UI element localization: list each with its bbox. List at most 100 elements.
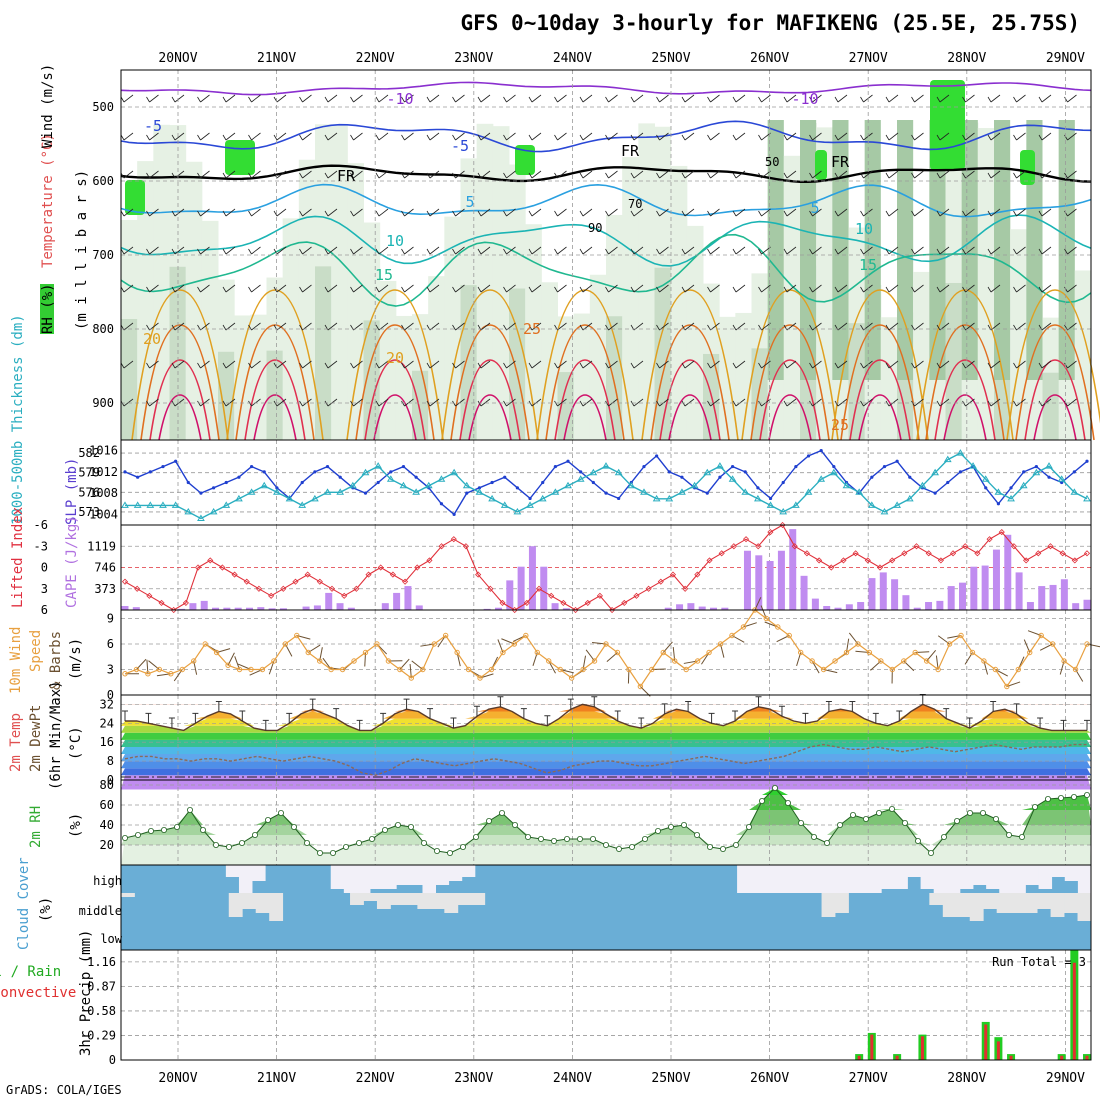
upper-wind-barb: [197, 398, 210, 407]
cape-li-panel: -6 -3 0 3 6 1119 746 373 Lifted Index CAPE (J/k…: [10, 507, 1092, 617]
upper-wind-barb: [324, 94, 338, 103]
rh2m-point: [1045, 796, 1052, 803]
wind10m-speed-point: [1038, 632, 1044, 639]
slp-point: [389, 470, 393, 474]
upper-wind-barb: [503, 360, 516, 369]
lifted-index-point: [998, 529, 1005, 536]
cloud-gap-high: [868, 865, 882, 893]
upper-wind-barb: [630, 170, 644, 179]
upper-wind-barb: [197, 246, 210, 255]
thickness-point: [766, 501, 775, 508]
upper-wind-barb: [299, 132, 312, 141]
precip-conv-bar: [984, 1024, 988, 1060]
thickness-point: [703, 468, 712, 476]
cape-bar: [970, 566, 978, 610]
temp2m-errorbar: [943, 708, 950, 719]
precip-label-2: Convective: [0, 985, 76, 1001]
upper-wind-barb: [477, 132, 491, 141]
thickness-point: [551, 488, 560, 495]
cape-bar: [528, 546, 536, 610]
wind10m-label-4: (m/s): [68, 638, 84, 680]
run-total-label: Run Total = 3: [992, 955, 1086, 969]
cloud-gap-high: [252, 865, 266, 881]
upper-wind-barb: [681, 284, 695, 293]
temp2m-errorbar: [427, 708, 434, 719]
upper-wind-barb: [248, 132, 261, 141]
upper-wind-barb: [222, 208, 236, 217]
lifted-index-point: [377, 564, 384, 571]
wind-tick-3: 3: [107, 663, 114, 677]
temp2m-band: [121, 718, 1091, 726]
cape-bar: [913, 607, 921, 610]
upper-wind-barb: [350, 170, 363, 179]
rh2m-point: [368, 836, 375, 843]
upper-wind-barb: [324, 208, 338, 217]
rh2m-point: [485, 818, 492, 825]
cloud-label-2: (%): [38, 897, 54, 922]
thickness-point: [564, 481, 572, 489]
thickness-point: [285, 494, 294, 502]
thickness-point: [602, 462, 610, 469]
upper-wind-barb: [1038, 284, 1052, 293]
thickness-point: [716, 462, 724, 469]
upper-wind-barb: [477, 360, 491, 369]
slp-point: [680, 475, 684, 479]
slp-point: [249, 464, 254, 469]
wind10m-speed-point: [763, 615, 770, 622]
slp-point: [275, 486, 279, 490]
wind10m-speed-point: [706, 649, 712, 656]
upper-wind-barb: [503, 284, 516, 293]
upper-wind-barb: [885, 360, 899, 369]
upper-wind-barb: [656, 170, 669, 179]
rh-shade-band: [638, 123, 655, 441]
upper-wind-barb: [987, 94, 1001, 103]
thickness-point: [817, 475, 826, 482]
cape-bar: [381, 603, 389, 610]
wind10m-speed-point: [454, 649, 460, 656]
rh-shade-band: [832, 120, 849, 380]
upper-wind-barb: [171, 398, 185, 407]
upper-wind-barb: [248, 398, 261, 407]
cloud-gap-middle: [255, 893, 270, 913]
temp2m-errorbar: [403, 698, 410, 710]
rh2m-point: [642, 836, 649, 843]
bottom-date-28NOV: 28NOV: [947, 1071, 986, 1086]
upper-wind-barb: [732, 132, 746, 141]
wind10m-speed-point: [832, 658, 838, 664]
upper-wind-barb: [885, 284, 899, 293]
cape-bar: [755, 555, 763, 610]
upper-wind-barb: [452, 170, 465, 179]
upper-wind-barb: [426, 170, 440, 179]
cape-bar: [1083, 599, 1091, 610]
upper-wind-barb: [401, 170, 414, 179]
temp2m-errorbar: [990, 701, 997, 712]
upper-wind-barb: [732, 94, 746, 103]
rh2m-point: [850, 812, 857, 819]
contour-dome: [768, 394, 812, 441]
rh2m-point: [160, 827, 167, 834]
wind10m-speed-point: [282, 641, 289, 647]
lifted-index-point: [268, 592, 275, 599]
lifted-index-point: [158, 599, 165, 606]
wind10m-speed-point: [557, 666, 563, 673]
slp-point: [794, 464, 798, 469]
contour-dome: [459, 359, 521, 441]
upper-wind-barb: [1013, 360, 1026, 369]
upper-wind-barb: [1038, 132, 1052, 141]
lifted-index-point: [974, 550, 981, 557]
slp-point: [882, 464, 887, 469]
rh2m-point: [433, 848, 440, 855]
lifted-index-point: [864, 557, 871, 564]
cloud-gap-high: [1038, 865, 1053, 889]
precip-frame: [120, 949, 1092, 1061]
cloud-gap-high: [999, 865, 1013, 893]
rh-shade-band: [735, 312, 752, 440]
cape-bar: [223, 607, 231, 610]
cloud-gap-middle: [1077, 893, 1092, 921]
rh2m-label-1: 2m RH: [28, 806, 44, 848]
thickness-point: [994, 488, 1003, 495]
cape-bar: [268, 608, 276, 610]
upper-wind-barb: [503, 398, 516, 407]
slp-point: [199, 491, 203, 495]
rh2m-point: [681, 822, 688, 829]
